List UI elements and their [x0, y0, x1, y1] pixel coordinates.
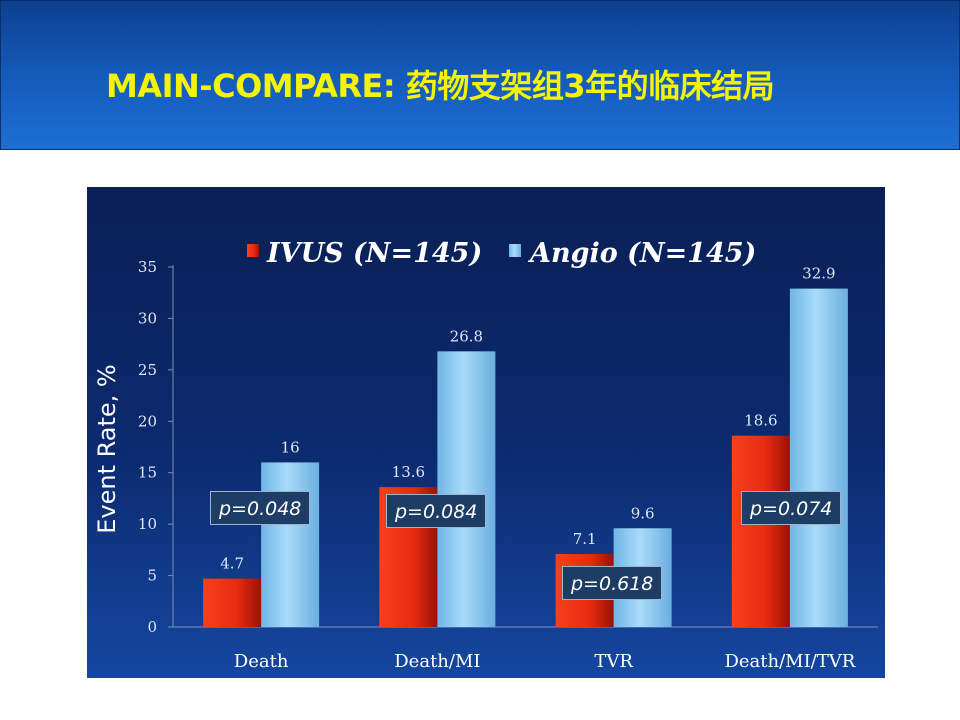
legend-swatch-angio: [509, 244, 521, 257]
p-value-box: p=0.618: [562, 566, 663, 600]
legend-label-angio: Angio (N=145): [527, 238, 756, 269]
bar-value-label: 13.6: [392, 463, 425, 481]
bar-angio: [437, 351, 496, 627]
bar-value-label: 26.8: [450, 327, 483, 345]
bar-value-label: 4.7: [220, 555, 244, 573]
p-value-box: p=0.074: [741, 491, 842, 525]
bar-angio: [789, 288, 848, 627]
bar-chart: 0 5 10 15 20 25 30 35 Event Rate, % IVUS (N=145) A…: [93, 238, 878, 672]
bar-value-label: 9.6: [631, 504, 655, 522]
bar-value-label: 16: [281, 438, 300, 456]
y-tick-label: 30: [138, 309, 157, 327]
bar-value-label: 7.1: [573, 530, 597, 548]
x-category-label: Death: [234, 651, 289, 672]
legend-label-ivus: IVUS (N=145): [266, 238, 482, 269]
chart-panel: 0 5 10 15 20 25 30 35 Event Rate, % IVUS (N=145) A…: [87, 187, 885, 678]
slide-title: MAIN-COMPARE: 药物支架组3年的临床结局: [106, 67, 775, 105]
slide-header: MAIN-COMPARE: 药物支架组3年的临床结局: [0, 0, 960, 150]
x-category-label: TVR: [594, 651, 633, 672]
legend-swatch-ivus: [247, 244, 259, 257]
y-tick-label: 5: [147, 567, 157, 585]
y-tick-label: 20: [138, 412, 157, 430]
bar-angio: [261, 462, 320, 627]
bar-value-label: 32.9: [802, 265, 835, 283]
bar-ivus: [203, 578, 262, 627]
p-value-box: p=0.084: [386, 494, 487, 528]
y-tick-label: 10: [138, 515, 157, 533]
x-category-label: Death/MI: [394, 651, 480, 672]
y-tick-label: 25: [138, 361, 157, 379]
y-tick-label: 15: [138, 464, 157, 482]
y-tick-label: 35: [138, 258, 157, 276]
y-tick-label: 0: [147, 618, 157, 636]
bar-value-label: 18.6: [744, 412, 777, 430]
p-value-box: p=0.048: [210, 491, 311, 525]
y-axis-label: Event Rate, %: [93, 364, 121, 533]
x-category-label: Death/MI/TVR: [724, 651, 855, 672]
bar-ivus: [731, 435, 790, 627]
